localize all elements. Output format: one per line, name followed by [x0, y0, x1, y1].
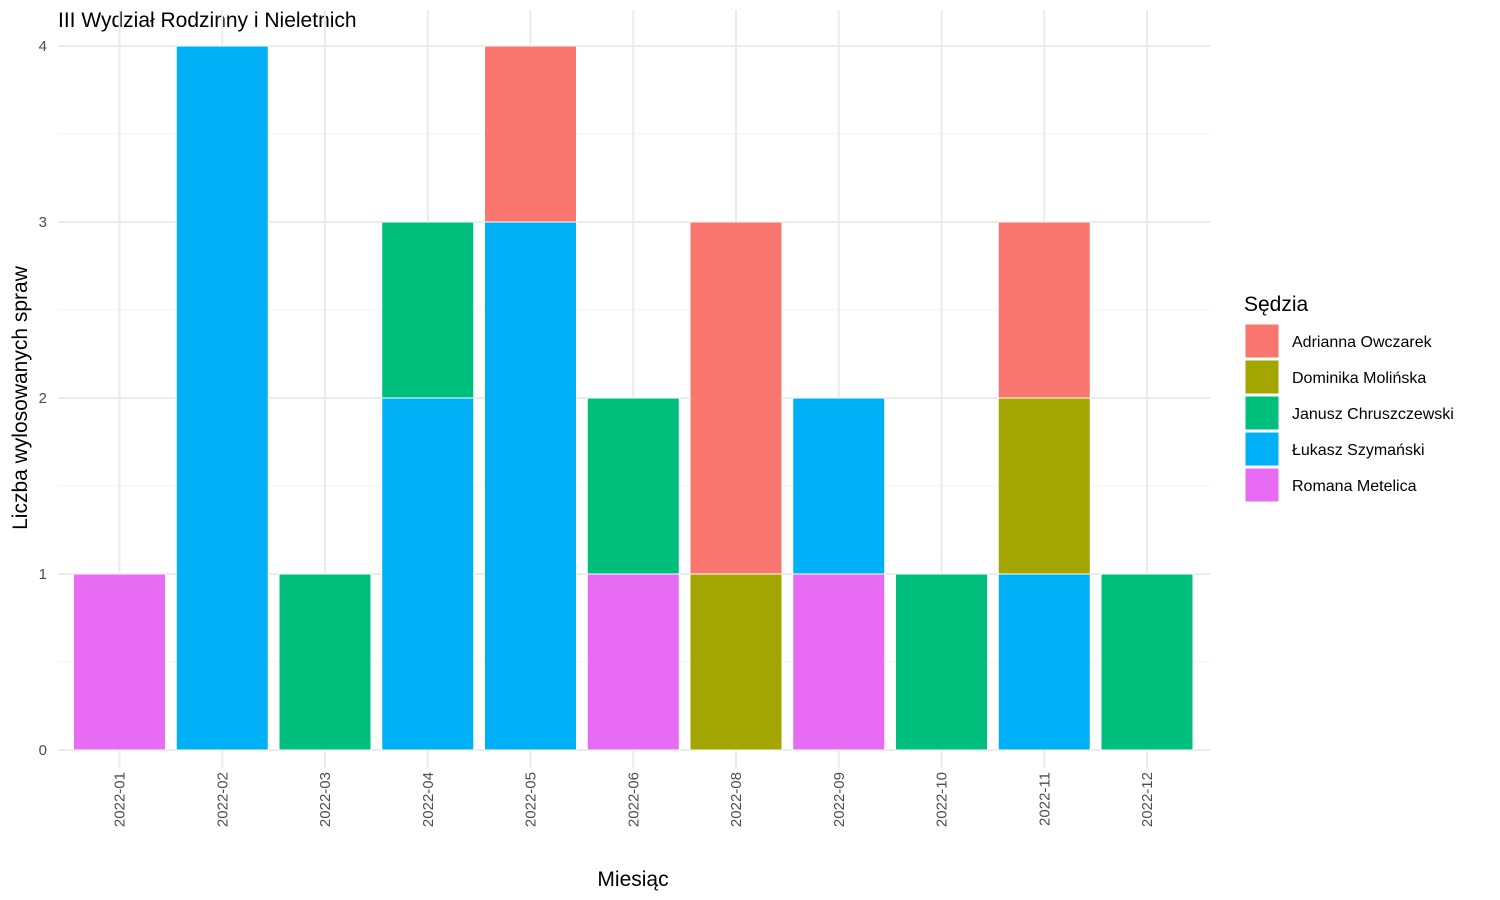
bar-segment	[484, 45, 577, 223]
legend-title: Sędzia	[1244, 293, 1309, 316]
legend-swatch	[1244, 359, 1280, 395]
legend-swatch	[1244, 395, 1280, 431]
chart-title: III Wydział Rodzinny i Nieletnich	[58, 9, 357, 32]
legend-swatch	[1244, 431, 1280, 467]
x-tick-label: 2022-12	[1139, 772, 1156, 827]
x-tick-label: 2022-09	[831, 772, 848, 827]
x-tick-label: 2022-03	[317, 772, 334, 827]
bars	[73, 45, 1194, 751]
legend-label: Janusz Chruszczewski	[1292, 406, 1454, 423]
y-tick-label: 0	[39, 742, 47, 759]
x-tick-label: 2022-10	[934, 772, 951, 827]
legend-label: Łukasz Szymański	[1292, 442, 1425, 459]
bar-segment	[792, 573, 886, 751]
bar-segment	[689, 221, 783, 575]
x-tick-labels: 2022-01 2022-02 2022-03 2022-04 2022-05 2022-…	[112, 772, 1157, 827]
bar-segment	[278, 573, 372, 751]
legend-swatch	[1244, 323, 1280, 359]
x-axis-title: Miesiąc	[597, 868, 668, 891]
bar-segment	[895, 573, 988, 751]
x-tick-label: 2022-11	[1036, 772, 1053, 826]
legend-label: Dominika Molińska	[1292, 370, 1426, 387]
x-tick-label: 2022-08	[728, 772, 745, 827]
bar-segment	[792, 397, 886, 575]
bar-segment	[997, 221, 1091, 399]
bar-segment	[689, 573, 783, 751]
bar-segment	[997, 573, 1091, 751]
legend-label: Romana Metelica	[1292, 478, 1417, 495]
x-tick-label: 2022-06	[625, 772, 642, 827]
legend-label: Adrianna Owczarek	[1292, 334, 1433, 351]
bar-segment	[73, 573, 166, 751]
x-tick-label: 2022-02	[214, 772, 231, 827]
y-axis-title: Liczba wylosowanych spraw	[9, 265, 32, 530]
legend-items: Adrianna Owczarek Dominika Molińska Janusz…	[1244, 323, 1454, 503]
legend: Sędzia Adrianna Owczarek Dominika Molińsk…	[1244, 293, 1454, 503]
x-tick-label: 2022-01	[112, 772, 129, 827]
bar-segment	[1100, 573, 1194, 751]
legend-swatch	[1244, 467, 1280, 503]
bar-segment	[381, 397, 475, 751]
bar-segment	[586, 397, 680, 575]
y-tick-label: 4	[39, 38, 47, 55]
bar-segment	[381, 221, 475, 399]
bar-segment	[997, 397, 1091, 575]
bar-segment	[175, 45, 269, 751]
x-tick-label: 2022-05	[523, 772, 540, 827]
bar-segment	[586, 573, 680, 751]
x-tick-label: 2022-04	[420, 772, 437, 827]
bar-segment	[484, 221, 577, 751]
y-tick-label: 2	[39, 390, 47, 407]
y-tick-labels: 0 1 2 3 4	[39, 38, 47, 759]
y-tick-label: 3	[39, 214, 47, 231]
y-tick-label: 1	[39, 566, 47, 583]
